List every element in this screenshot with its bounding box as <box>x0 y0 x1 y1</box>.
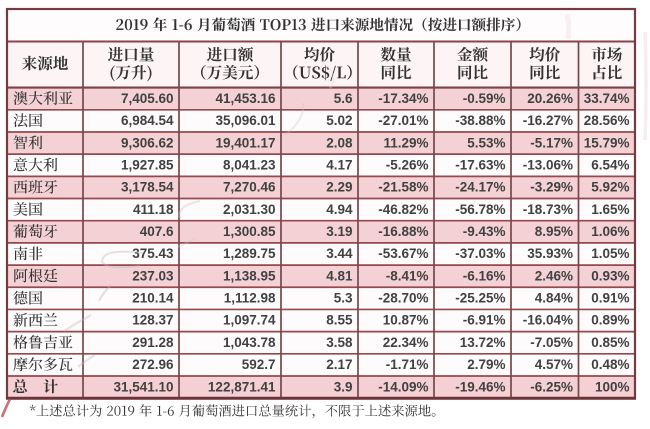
svg-text:1,300.85: 1,300.85 <box>223 224 276 239</box>
svg-text:1.06%: 1.06% <box>591 224 629 239</box>
svg-text:-14.09%: -14.09% <box>378 379 428 394</box>
svg-text:-16.88%: -16.88% <box>378 224 428 239</box>
svg-text:5.3: 5.3 <box>334 291 353 306</box>
svg-text:41,453.16: 41,453.16 <box>215 91 276 106</box>
svg-text:3.58: 3.58 <box>326 335 353 350</box>
svg-text:2.29: 2.29 <box>326 180 352 195</box>
svg-text:-17.63%: -17.63% <box>455 157 505 172</box>
svg-text:4.57%: 4.57% <box>535 357 573 372</box>
svg-text:-53.67%: -53.67% <box>378 246 428 261</box>
svg-text:-3.29%: -3.29% <box>530 180 573 195</box>
svg-text:1,927.85: 1,927.85 <box>121 157 174 172</box>
svg-text:5.02: 5.02 <box>326 113 352 128</box>
svg-text:-18.73%: -18.73% <box>523 202 573 217</box>
svg-text:20.26%: 20.26% <box>527 91 573 106</box>
svg-text:33.74%: 33.74% <box>584 91 630 106</box>
svg-text:0.48%: 0.48% <box>591 357 629 372</box>
svg-text:1.65%: 1.65% <box>591 202 629 217</box>
svg-text:-0.59%: -0.59% <box>463 91 506 106</box>
svg-text:35,096.01: 35,096.01 <box>215 113 276 128</box>
svg-text:-5.26%: -5.26% <box>386 157 429 172</box>
svg-text:-56.78%: -56.78% <box>455 202 505 217</box>
svg-text:5.6: 5.6 <box>334 91 353 106</box>
svg-text:-8.41%: -8.41% <box>386 268 429 283</box>
svg-text:-24.17%: -24.17% <box>455 180 505 195</box>
svg-text:11.29%: 11.29% <box>383 135 428 150</box>
svg-text:407.6: 407.6 <box>140 224 174 239</box>
svg-text:8.95%: 8.95% <box>535 224 573 239</box>
svg-text:31,541.10: 31,541.10 <box>113 379 173 394</box>
svg-text:2.46%: 2.46% <box>535 268 573 283</box>
svg-text:0.93%: 0.93% <box>591 268 629 283</box>
svg-text:2.79%: 2.79% <box>467 357 505 372</box>
svg-text:3,178.54: 3,178.54 <box>121 180 174 195</box>
svg-text:8.55: 8.55 <box>326 313 353 328</box>
svg-text:1,138.95: 1,138.95 <box>223 268 276 283</box>
svg-text:-16.04%: -16.04% <box>523 313 573 328</box>
svg-text:3.44: 3.44 <box>326 246 353 261</box>
svg-text:1,043.78: 1,043.78 <box>223 335 276 350</box>
svg-text:0.91%: 0.91% <box>591 291 629 306</box>
svg-text:35.93%: 35.93% <box>527 246 573 261</box>
svg-text:10.87%: 10.87% <box>383 313 429 328</box>
svg-text:237.03: 237.03 <box>132 268 174 283</box>
svg-text:-27.01%: -27.01% <box>378 113 428 128</box>
svg-text:-7.05%: -7.05% <box>530 335 573 350</box>
svg-text:-28.70%: -28.70% <box>378 291 428 306</box>
svg-text:-6.91%: -6.91% <box>463 313 506 328</box>
svg-text:592.7: 592.7 <box>242 357 276 372</box>
svg-text:100%: 100% <box>595 379 630 394</box>
svg-text:375.43: 375.43 <box>132 246 174 261</box>
svg-text:-5.17%: -5.17% <box>530 135 573 150</box>
svg-text:22.34%: 22.34% <box>383 335 429 350</box>
svg-text:-46.82%: -46.82% <box>378 202 428 217</box>
svg-text:1,112.98: 1,112.98 <box>224 291 276 306</box>
svg-text:272.96: 272.96 <box>132 357 174 372</box>
svg-text:128.37: 128.37 <box>132 313 173 328</box>
svg-text:2,031.30: 2,031.30 <box>223 202 276 217</box>
svg-text:210.14: 210.14 <box>132 291 174 306</box>
svg-text:4.94: 4.94 <box>326 202 353 217</box>
svg-text:1.05%: 1.05% <box>591 246 629 261</box>
svg-text:-21.58%: -21.58% <box>378 180 428 195</box>
svg-text:8,041.23: 8,041.23 <box>223 157 276 172</box>
svg-text:3.19: 3.19 <box>326 224 352 239</box>
svg-text:0.85%: 0.85% <box>591 335 629 350</box>
svg-text:1,097.74: 1,097.74 <box>223 313 276 328</box>
svg-text:7,270.46: 7,270.46 <box>223 180 276 195</box>
svg-text:1,289.75: 1,289.75 <box>223 246 276 261</box>
svg-text:9,306.62: 9,306.62 <box>121 135 174 150</box>
svg-text:19,401.17: 19,401.17 <box>215 135 275 150</box>
svg-text:-6.16%: -6.16% <box>463 268 506 283</box>
svg-text:6.54%: 6.54% <box>591 157 629 172</box>
svg-text:291.28: 291.28 <box>132 335 174 350</box>
svg-text:28.56%: 28.56% <box>584 113 630 128</box>
svg-text:4.81: 4.81 <box>326 268 353 283</box>
svg-text:-37.03%: -37.03% <box>455 246 505 261</box>
svg-text:-38.88%: -38.88% <box>455 113 505 128</box>
svg-text:7,405.60: 7,405.60 <box>121 91 174 106</box>
svg-text:122,871.41: 122,871.41 <box>208 379 276 394</box>
svg-text:0.89%: 0.89% <box>591 313 629 328</box>
svg-text:2.17: 2.17 <box>326 357 352 372</box>
svg-text:5.53%: 5.53% <box>467 135 505 150</box>
svg-text:15.79%: 15.79% <box>584 135 630 150</box>
svg-text:-9.43%: -9.43% <box>463 224 506 239</box>
svg-text:-13.06%: -13.06% <box>523 157 573 172</box>
svg-text:411.18: 411.18 <box>133 202 174 217</box>
svg-text:5.92%: 5.92% <box>591 180 629 195</box>
svg-text:4.17: 4.17 <box>326 157 352 172</box>
svg-text:6,984.54: 6,984.54 <box>121 113 174 128</box>
svg-text:-1.71%: -1.71% <box>386 357 429 372</box>
svg-text:-6.25%: -6.25% <box>530 379 573 394</box>
svg-text:13.72%: 13.72% <box>460 335 506 350</box>
svg-text:-17.34%: -17.34% <box>378 91 428 106</box>
svg-text:-16.27%: -16.27% <box>523 113 573 128</box>
svg-text:-19.46%: -19.46% <box>455 379 505 394</box>
svg-text:3.9: 3.9 <box>334 379 353 394</box>
svg-text:4.84%: 4.84% <box>535 291 573 306</box>
svg-text:2.08: 2.08 <box>326 135 353 150</box>
svg-text:-25.25%: -25.25% <box>455 291 505 306</box>
